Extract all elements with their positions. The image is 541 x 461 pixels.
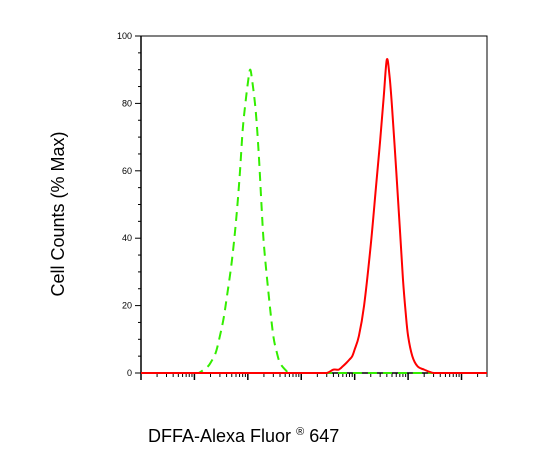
y-tick-label-60: 60 [122, 166, 132, 176]
x-axis-title-registered-mark: ® [296, 426, 304, 438]
y-axis-title: Cell Counts (% Max) [48, 131, 68, 296]
plot-frame [140, 35, 488, 374]
y-tick-label-20: 20 [122, 301, 132, 311]
isotype-control-histogram-line [194, 68, 487, 374]
series-layer [141, 58, 487, 374]
sample-histogram-line [141, 58, 487, 374]
y-tick-label-0: 0 [127, 368, 132, 378]
y-ticks: 0 20 40 60 80 100 [117, 31, 141, 378]
y-tick-label-100: 100 [117, 31, 132, 41]
x-ticks [140, 373, 488, 380]
x-axis-title: DFFA-Alexa Fluor ® 647 [148, 419, 339, 446]
y-tick-label-40: 40 [122, 233, 132, 243]
y-tick-label-80: 80 [122, 98, 132, 108]
x-axis-title-main: DFFA-Alexa Fluor [148, 426, 291, 446]
x-axis-title-tail: 647 [309, 426, 339, 446]
